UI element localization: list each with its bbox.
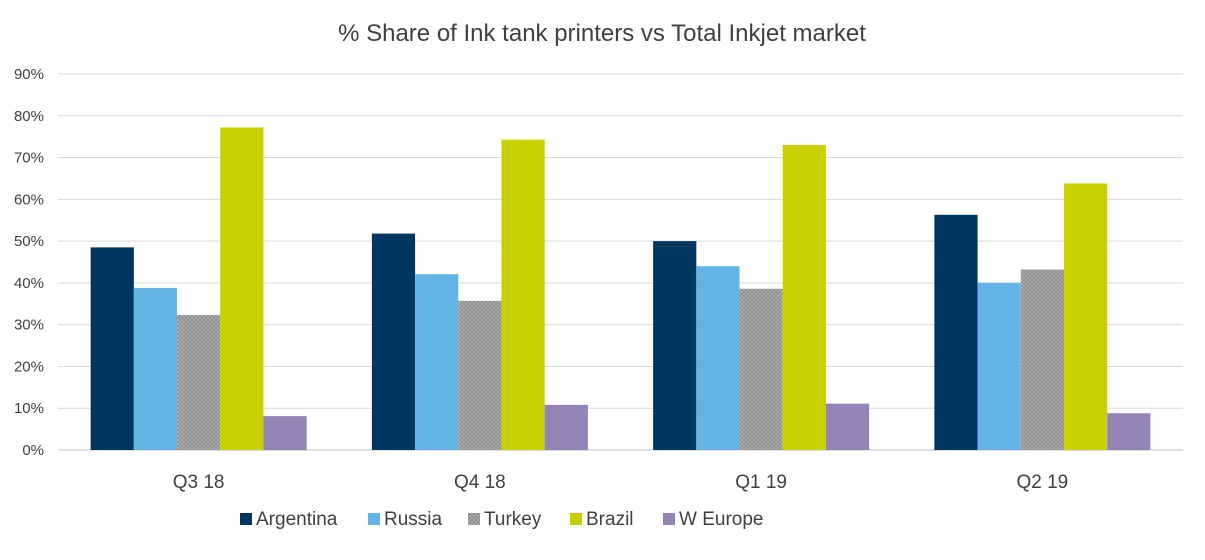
- y-tick-label: 90%: [14, 66, 44, 83]
- y-tick-label: 10%: [14, 400, 44, 417]
- bar-russia: [696, 266, 740, 450]
- bar-argentina: [90, 247, 134, 450]
- bar-russia: [133, 287, 178, 450]
- bar-argentina: [371, 233, 416, 450]
- legend-swatch: [468, 513, 480, 525]
- y-tick-label: 0%: [22, 442, 44, 459]
- x-category-label: Q3 18: [173, 472, 225, 493]
- bar-w-europe: [263, 416, 307, 450]
- legend-swatch: [368, 513, 380, 525]
- y-tick-label: 80%: [14, 108, 44, 125]
- bar-russia: [977, 282, 1021, 450]
- bar-argentina: [653, 241, 697, 450]
- bar-turkey: [458, 300, 502, 450]
- legend-label: W Europe: [679, 509, 763, 530]
- legend: Argentina Russia Turkey Brazil W Europe: [240, 509, 763, 530]
- bar-turkey: [1020, 269, 1064, 450]
- x-axis-categories: Q3 18 Q4 18 Q1 19 Q2 19: [173, 472, 1069, 493]
- legend-label: Turkey: [484, 509, 542, 530]
- bar-w-europe: [1107, 413, 1151, 450]
- bar-brazil: [501, 139, 545, 450]
- legend-label: Argentina: [256, 509, 338, 530]
- x-category-label: Q1 19: [735, 472, 787, 493]
- y-tick-label: 40%: [14, 275, 44, 292]
- bar-brazil: [1063, 183, 1108, 450]
- bar-brazil: [782, 145, 826, 450]
- y-tick-label: 20%: [14, 358, 44, 375]
- y-axis-ticks: 0% 10% 20% 30% 40% 50% 60% 70% 80% 90%: [14, 66, 44, 459]
- legend-swatch: [663, 513, 675, 525]
- bar-brazil: [220, 127, 264, 450]
- bar-w-europe: [544, 404, 588, 450]
- x-category-label: Q4 18: [454, 472, 506, 493]
- bar-argentina: [934, 214, 978, 450]
- x-category-label: Q2 19: [1016, 472, 1068, 493]
- legend-swatch: [570, 513, 582, 525]
- legend-label: Russia: [384, 509, 443, 530]
- y-tick-label: 50%: [14, 233, 44, 250]
- y-tick-label: 60%: [14, 191, 44, 208]
- bar-w-europe: [825, 403, 870, 450]
- legend-swatch: [240, 513, 252, 525]
- bar-russia: [415, 274, 459, 450]
- legend-label: Brazil: [586, 509, 634, 530]
- bar-turkey: [177, 315, 221, 450]
- chart-title: % Share of Ink tank printers vs Total In…: [338, 20, 866, 47]
- bars: [90, 127, 1151, 450]
- y-tick-label: 30%: [14, 317, 44, 334]
- bar-turkey: [739, 288, 783, 450]
- y-tick-label: 70%: [14, 150, 44, 167]
